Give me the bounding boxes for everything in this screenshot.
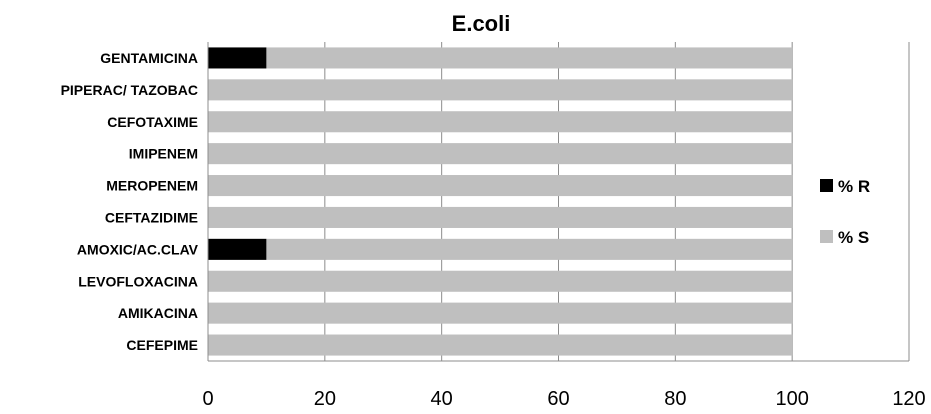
bars: [208, 47, 793, 356]
category-label: CEFTAZIDIME: [105, 209, 198, 225]
x-tick-label: 100: [775, 388, 808, 410]
x-tick-label: 0: [202, 388, 213, 410]
bar-segment: [208, 111, 793, 133]
legend-swatch: [820, 230, 833, 243]
x-tick-label: 40: [431, 388, 453, 410]
bar-segment: [208, 206, 793, 228]
category-label: MEROPENEM: [106, 178, 198, 194]
bar-segment: [208, 270, 793, 292]
category-label: PIPERAC/ TAZOBAC: [61, 82, 198, 98]
bar-segment: [266, 47, 793, 69]
category-label: GENTAMICINA: [100, 50, 198, 66]
x-tick-label: 80: [664, 388, 686, 410]
category-label: CEFEPIME: [126, 337, 198, 353]
category-label: CEFOTAXIME: [107, 114, 198, 130]
legend-label: % R: [838, 177, 870, 196]
x-tick-label: 60: [547, 388, 569, 410]
chart-title: E.coli: [452, 11, 511, 36]
bar-segment: [208, 238, 267, 260]
bar-segment: [208, 334, 793, 356]
bar-segment: [208, 302, 793, 324]
legend-label: % S: [838, 228, 869, 247]
bar-segment: [208, 47, 267, 69]
bar-segment: [208, 175, 793, 197]
x-tick-labels: 0 20 40 60 80 100 120: [202, 388, 925, 410]
category-label: LEVOFLOXACINA: [78, 273, 198, 289]
category-label: AMIKACINA: [118, 305, 198, 321]
bar-segment: [266, 238, 793, 260]
axes: [207, 42, 909, 362]
bar-segment: [208, 143, 793, 165]
legend-swatch: [820, 179, 833, 192]
category-label: AMOXIC/AC.CLAV: [77, 241, 199, 257]
x-tick-label: 20: [314, 388, 336, 410]
category-labels: GENTAMICINA PIPERAC/ TAZOBAC CEFOTAXIME IMI…: [61, 50, 199, 353]
x-tick-label: 120: [892, 388, 925, 410]
bar-segment: [208, 79, 793, 101]
category-label: IMIPENEM: [129, 146, 198, 162]
legend: % R % S: [820, 177, 870, 247]
